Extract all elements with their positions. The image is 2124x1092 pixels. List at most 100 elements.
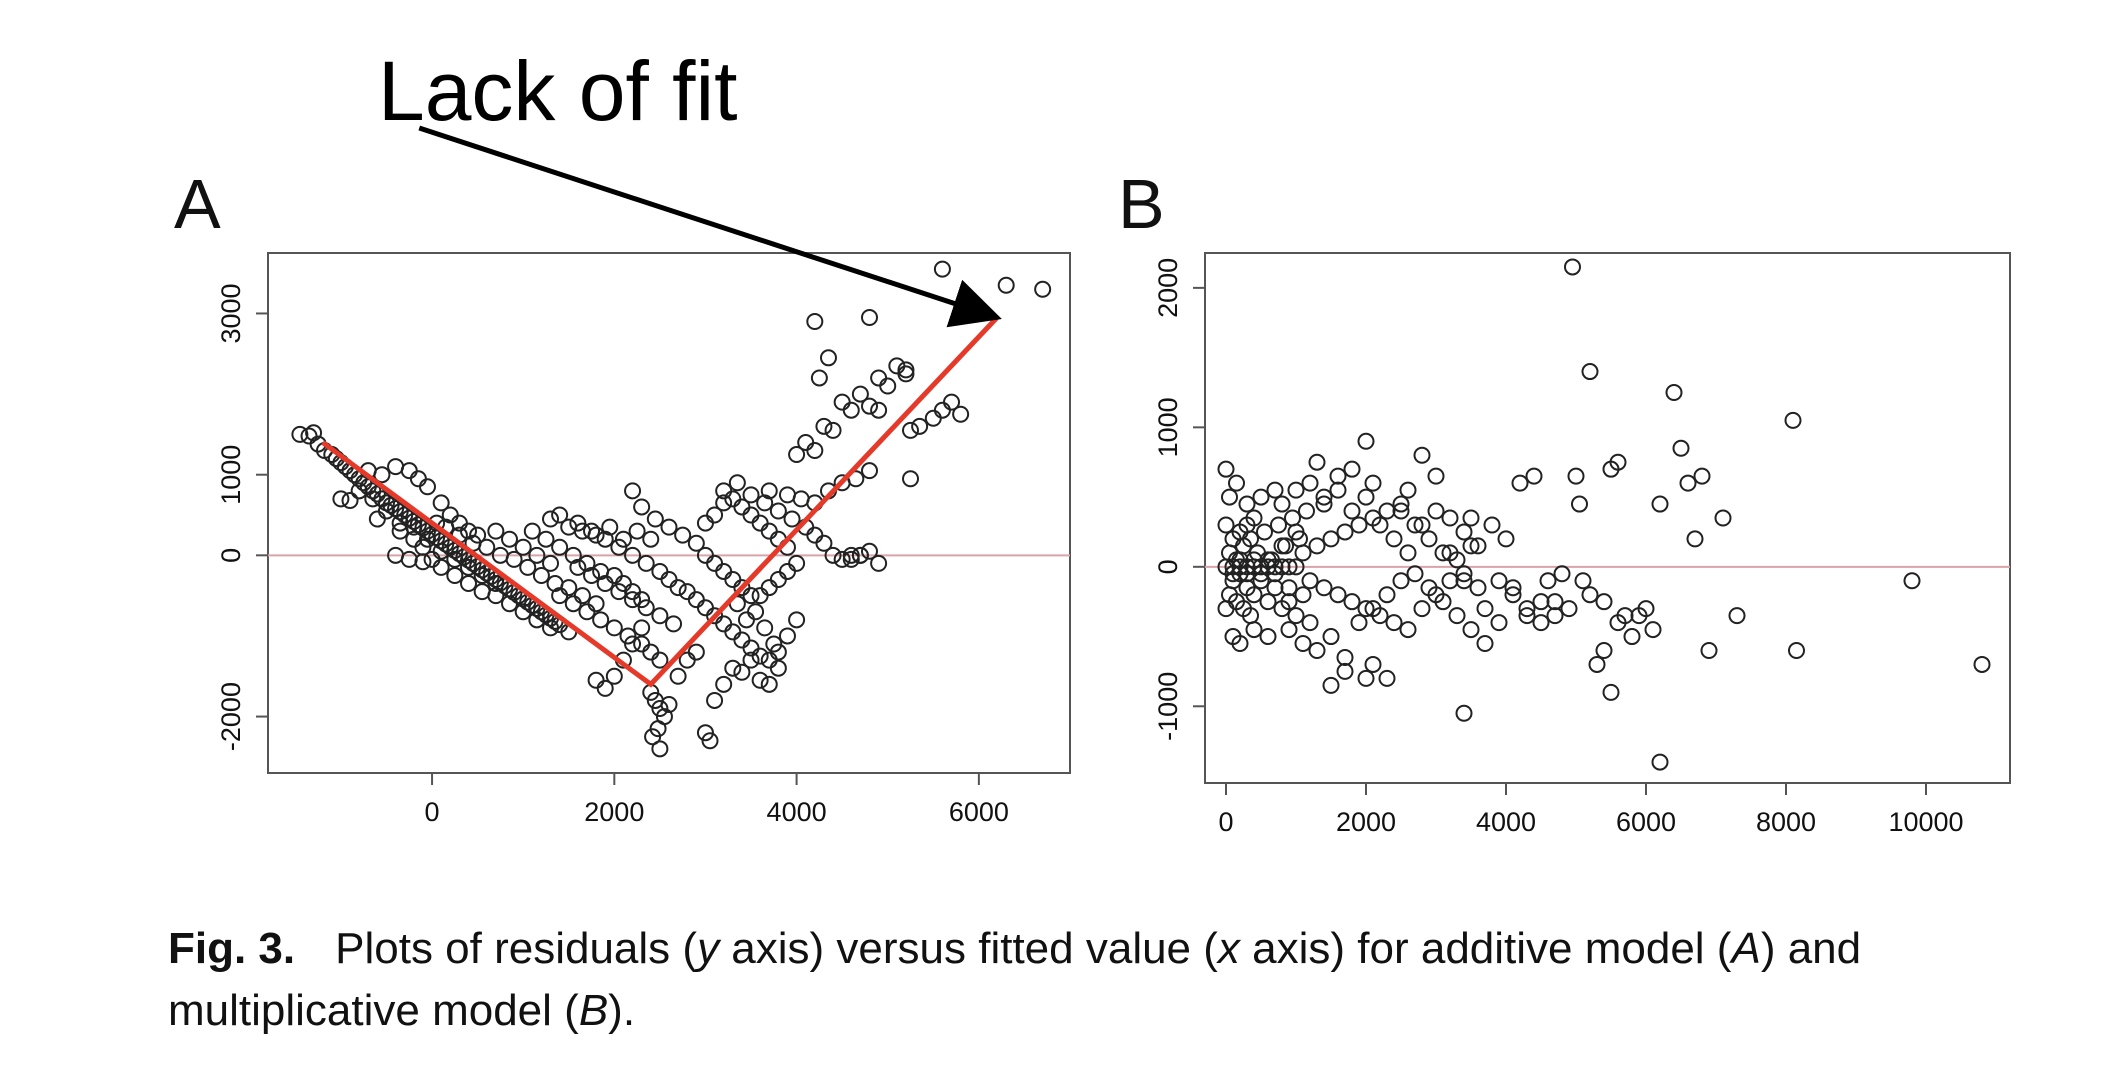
panel-a-data-point bbox=[696, 514, 714, 532]
panel-a-data-point bbox=[596, 575, 614, 593]
panel-a-data-point bbox=[751, 514, 769, 532]
panel-a-data-point bbox=[778, 486, 796, 504]
panel-a-data-point bbox=[633, 635, 651, 653]
panel-a-data-point bbox=[687, 643, 705, 661]
panel-a-data-point bbox=[797, 433, 815, 451]
panel-a-data-point bbox=[833, 550, 851, 568]
panel-b-data-point bbox=[1511, 474, 1529, 492]
caption-label: Fig. 3. bbox=[168, 924, 296, 973]
panel-a-data-point bbox=[819, 349, 837, 367]
panel-a-data-point bbox=[724, 659, 742, 677]
panel-b-data-point bbox=[1581, 586, 1599, 604]
panel-a-data-point bbox=[651, 562, 669, 580]
panel-b-data-point bbox=[1564, 258, 1581, 276]
panel-b-data-point bbox=[1378, 586, 1396, 604]
panel-a-data-point bbox=[505, 550, 523, 568]
panel-b-data-point bbox=[1301, 474, 1319, 492]
panel-b-data-point bbox=[1280, 593, 1298, 611]
panel-b-axes: 0 2000 4000 6000 8000 10000 -1000 0 1000 2000 bbox=[1153, 258, 2010, 837]
panel-a-data-point bbox=[833, 393, 851, 411]
panel-a-data-point bbox=[687, 534, 705, 552]
panel-a-data-point bbox=[446, 550, 464, 568]
caption-segment: B bbox=[578, 986, 609, 1035]
panel-a-data-point bbox=[806, 442, 824, 460]
panel-a-data-point bbox=[810, 369, 828, 387]
panel-a-data-point bbox=[651, 607, 669, 625]
panel-a-x-tick-label: 0 bbox=[425, 797, 440, 827]
panel-a-data-point bbox=[669, 667, 687, 685]
panel-b-data-point bbox=[1518, 600, 1536, 618]
panel-a-data-point bbox=[911, 417, 929, 435]
panel-b-data-point bbox=[1623, 628, 1641, 646]
panel-b-data-point bbox=[1287, 607, 1305, 625]
panel-a-data-point bbox=[564, 546, 582, 564]
panel-a-data-point bbox=[332, 490, 350, 508]
panel-a-data-point bbox=[715, 615, 733, 633]
panel-a-data-point bbox=[501, 595, 519, 613]
panel-a-data-point bbox=[651, 651, 669, 669]
panel-b-x-tick-label: 6000 bbox=[1616, 807, 1676, 837]
panel-b-data-point bbox=[1308, 537, 1326, 555]
panel-a-data-point bbox=[587, 526, 605, 544]
panel-b-data-point bbox=[1644, 621, 1662, 639]
panel-a-data-point bbox=[514, 538, 532, 556]
panel-b-data-point bbox=[1322, 628, 1340, 646]
panel-a-data-point bbox=[943, 393, 961, 411]
panel-a-data-point bbox=[564, 595, 582, 613]
panel-a-data-point bbox=[706, 506, 724, 524]
panel-b-label: B bbox=[1118, 165, 1165, 243]
panel-a-data-point bbox=[478, 538, 496, 556]
panel-a-data-point bbox=[651, 700, 669, 718]
panel-a-data-point bbox=[642, 643, 660, 661]
panel-b-data-point bbox=[1273, 495, 1291, 513]
panel-b-data-point bbox=[1336, 648, 1354, 666]
panel-a-data-point bbox=[460, 575, 477, 593]
panel-b-data-point bbox=[1448, 607, 1466, 625]
panel-a-data-point bbox=[523, 522, 541, 540]
panel-b-data-point bbox=[1336, 662, 1354, 680]
panel-a-data-point bbox=[624, 591, 642, 609]
panel-b-data-point bbox=[1259, 551, 1277, 569]
caption-segment: ) and multiplicative model ( bbox=[168, 924, 1862, 1035]
panel-a-data-point bbox=[551, 506, 569, 524]
panel-a-data-point bbox=[742, 587, 760, 605]
panel-a-data-point bbox=[660, 695, 678, 713]
panel-a-data-point bbox=[724, 571, 742, 589]
panel-b-data-point bbox=[1665, 383, 1683, 401]
panel-b-data-point bbox=[1525, 467, 1543, 485]
panel-b-data-point bbox=[1427, 467, 1445, 485]
panel-a-data-point bbox=[696, 599, 714, 617]
panel-b-data-point bbox=[1406, 565, 1424, 583]
panel-a-data-point bbox=[423, 550, 441, 568]
annotation-text: Lack of fit bbox=[378, 44, 738, 138]
panel-b-data-point bbox=[1294, 635, 1312, 653]
panel-a-data-point bbox=[806, 526, 824, 544]
panel-b-data-point bbox=[1399, 481, 1417, 499]
panel-b-data-point bbox=[1287, 558, 1305, 576]
panel-a-data-point bbox=[824, 421, 842, 439]
panel-a-data-point bbox=[633, 591, 651, 609]
panel-a-data-point bbox=[769, 659, 787, 677]
panel-b-data-point bbox=[1427, 586, 1445, 604]
panel-b-data-point bbox=[1595, 593, 1613, 611]
panel-a-data-point bbox=[587, 595, 605, 613]
panel-b-data-point bbox=[1788, 642, 1805, 659]
panel-b-data-point bbox=[1483, 516, 1501, 534]
panel-b-data-point bbox=[1784, 411, 1802, 429]
panel-a-data-point bbox=[578, 603, 596, 621]
panel-b-data-point bbox=[1651, 753, 1669, 771]
panel-b-data-point bbox=[1371, 607, 1389, 625]
panel-a-data-point bbox=[605, 667, 623, 685]
panel-a-data-point bbox=[305, 424, 323, 442]
panel-a-data-point bbox=[760, 522, 778, 540]
panel-a-data-point bbox=[400, 462, 418, 480]
panel-b-data-point bbox=[1427, 502, 1445, 520]
panel-b-data-point bbox=[1686, 530, 1704, 548]
panel-a-data-point bbox=[788, 554, 806, 572]
panel-a-data-point bbox=[528, 611, 546, 629]
panel-b-data-point bbox=[1266, 579, 1284, 597]
panel-a-data-point bbox=[605, 566, 623, 584]
panel-a-data-point bbox=[897, 361, 915, 379]
panel-a-data-point bbox=[583, 566, 601, 584]
panel-a-data-point bbox=[1034, 280, 1052, 298]
